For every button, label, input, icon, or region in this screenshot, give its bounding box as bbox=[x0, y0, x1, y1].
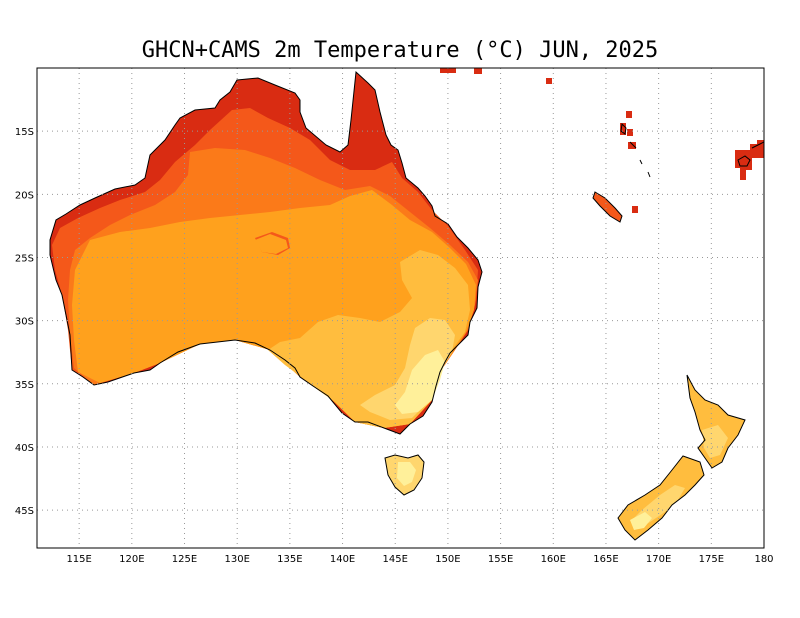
lon-tick-label: 155E bbox=[488, 554, 513, 565]
plot-area bbox=[37, 68, 764, 548]
map-gridlines bbox=[37, 68, 764, 548]
vanuatu-cell-3 bbox=[627, 129, 633, 136]
tasmania-coolest bbox=[397, 462, 416, 486]
lon-tick-label: 120E bbox=[119, 554, 144, 565]
lat-tick-label: 45S bbox=[15, 506, 34, 517]
solomon-cell-3 bbox=[546, 78, 552, 84]
lat-tick-label: 40S bbox=[15, 443, 34, 454]
lon-tick-label: 180 bbox=[754, 554, 773, 565]
lat-tick-label: 25S bbox=[15, 253, 34, 264]
australia-temperature-field bbox=[49, 70, 483, 435]
plot-frame bbox=[36, 67, 765, 549]
lat-tick-label: 20S bbox=[15, 190, 34, 201]
vanuatu-cell-1 bbox=[626, 111, 632, 118]
lon-tick-label: 175E bbox=[699, 554, 724, 565]
new-caledonia bbox=[593, 192, 622, 222]
lat-tick-label: 30S bbox=[15, 317, 34, 328]
lon-tick-label: 130E bbox=[224, 554, 249, 565]
map-title: GHCN+CAMS 2m Temperature (°C) JUN, 2025 bbox=[142, 38, 659, 63]
lon-tick-label: 115E bbox=[66, 554, 91, 565]
lon-tick-label: 145E bbox=[383, 554, 408, 565]
lon-tick-label: 125E bbox=[172, 554, 197, 565]
nz-coast-line bbox=[617, 374, 746, 541]
new-zealand-temperature-field bbox=[617, 374, 746, 541]
vanuatu-cell-2 bbox=[620, 123, 626, 135]
tasmania-temperature-field bbox=[384, 454, 425, 496]
fiji-coast bbox=[737, 141, 764, 167]
pacific-islands-temperature-field bbox=[440, 68, 764, 223]
new-caledonia-coast bbox=[592, 191, 623, 223]
lon-tick-label: 150E bbox=[435, 554, 460, 565]
nz-south-island-coolest bbox=[630, 512, 652, 530]
vanuatu-coast bbox=[620, 122, 651, 178]
lon-tick-label: 170E bbox=[646, 554, 671, 565]
lat-tick-label: 15S bbox=[15, 127, 34, 138]
lon-tick-label: 135E bbox=[277, 554, 302, 565]
solomon-cell-1 bbox=[440, 68, 456, 73]
lon-tick-label: 140E bbox=[330, 554, 355, 565]
australia-coast-line bbox=[49, 70, 483, 435]
lon-tick-label: 165E bbox=[593, 554, 618, 565]
vanuatu-cell-4 bbox=[628, 142, 636, 149]
solomon-cell-2 bbox=[474, 68, 482, 74]
tasmania-coast-line bbox=[384, 454, 425, 496]
latitude-tick-labels: 15S 20S 25S 30S 35S 40S 45S bbox=[15, 127, 34, 517]
lat-tick-label: 35S bbox=[15, 380, 34, 391]
lon-tick-label: 160E bbox=[541, 554, 566, 565]
loyalty-island-cell bbox=[632, 206, 638, 213]
longitude-tick-labels: 115E 120E 125E 130E 135E 140E 145E 150E 155E 160E… bbox=[66, 554, 773, 565]
nz-north-island-cool bbox=[702, 425, 728, 458]
australia-cool-patch-1 bbox=[255, 234, 288, 254]
